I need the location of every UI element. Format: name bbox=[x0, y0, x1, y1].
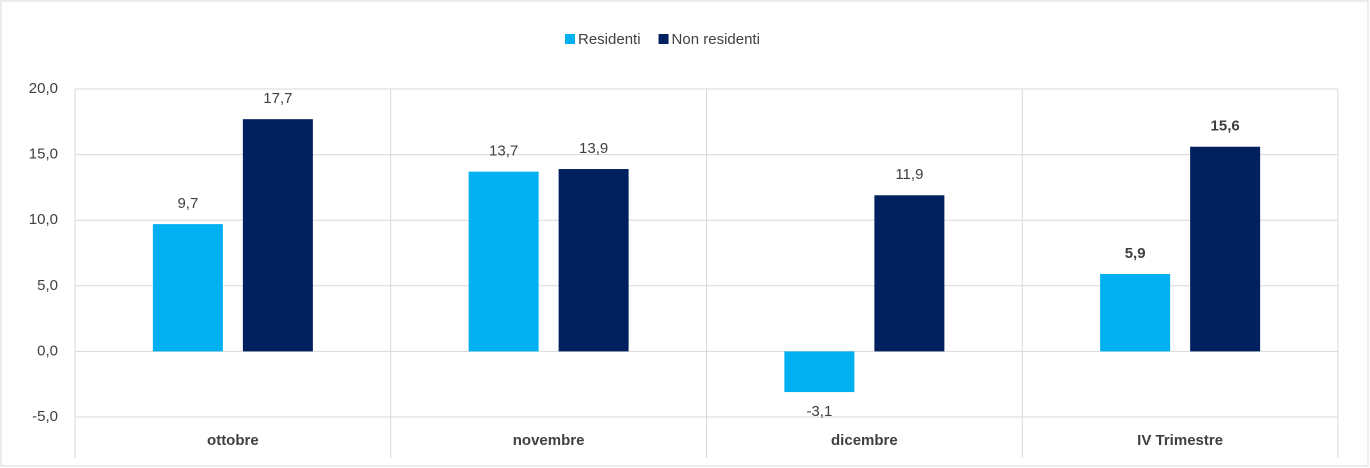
bar bbox=[242, 119, 313, 352]
y-tick-label: 20,0 bbox=[29, 80, 58, 97]
bar bbox=[152, 224, 223, 352]
y-tick-label: 10,0 bbox=[29, 211, 58, 228]
x-tick-label: ottobre bbox=[207, 432, 259, 449]
x-tick-label: IV Trimestre bbox=[1137, 432, 1223, 449]
value-label: 17,7 bbox=[263, 90, 292, 107]
value-label: 9,7 bbox=[177, 195, 198, 212]
legend-swatch bbox=[565, 34, 575, 44]
y-tick-label: 0,0 bbox=[37, 342, 58, 359]
y-tick-label: -5,0 bbox=[32, 408, 58, 425]
x-tick-label: dicembre bbox=[831, 432, 898, 449]
bar bbox=[784, 351, 855, 393]
x-tick-label: novembre bbox=[513, 432, 585, 449]
legend-label: Residenti bbox=[578, 31, 641, 48]
bar bbox=[1100, 273, 1171, 352]
value-label: 13,9 bbox=[579, 140, 608, 157]
value-label: 5,9 bbox=[1125, 245, 1146, 262]
legend-label: Non residenti bbox=[672, 31, 760, 48]
bar bbox=[558, 169, 629, 352]
bar bbox=[1190, 146, 1261, 352]
bar bbox=[468, 171, 539, 352]
y-tick-label: 15,0 bbox=[29, 146, 58, 163]
legend-swatch bbox=[658, 34, 669, 44]
bar bbox=[874, 195, 945, 352]
value-label: 13,7 bbox=[489, 143, 518, 160]
y-tick-label: 5,0 bbox=[37, 277, 58, 294]
value-label: 11,9 bbox=[895, 166, 923, 183]
value-label: 15,6 bbox=[1211, 118, 1240, 135]
value-label: -3,1 bbox=[806, 403, 832, 420]
